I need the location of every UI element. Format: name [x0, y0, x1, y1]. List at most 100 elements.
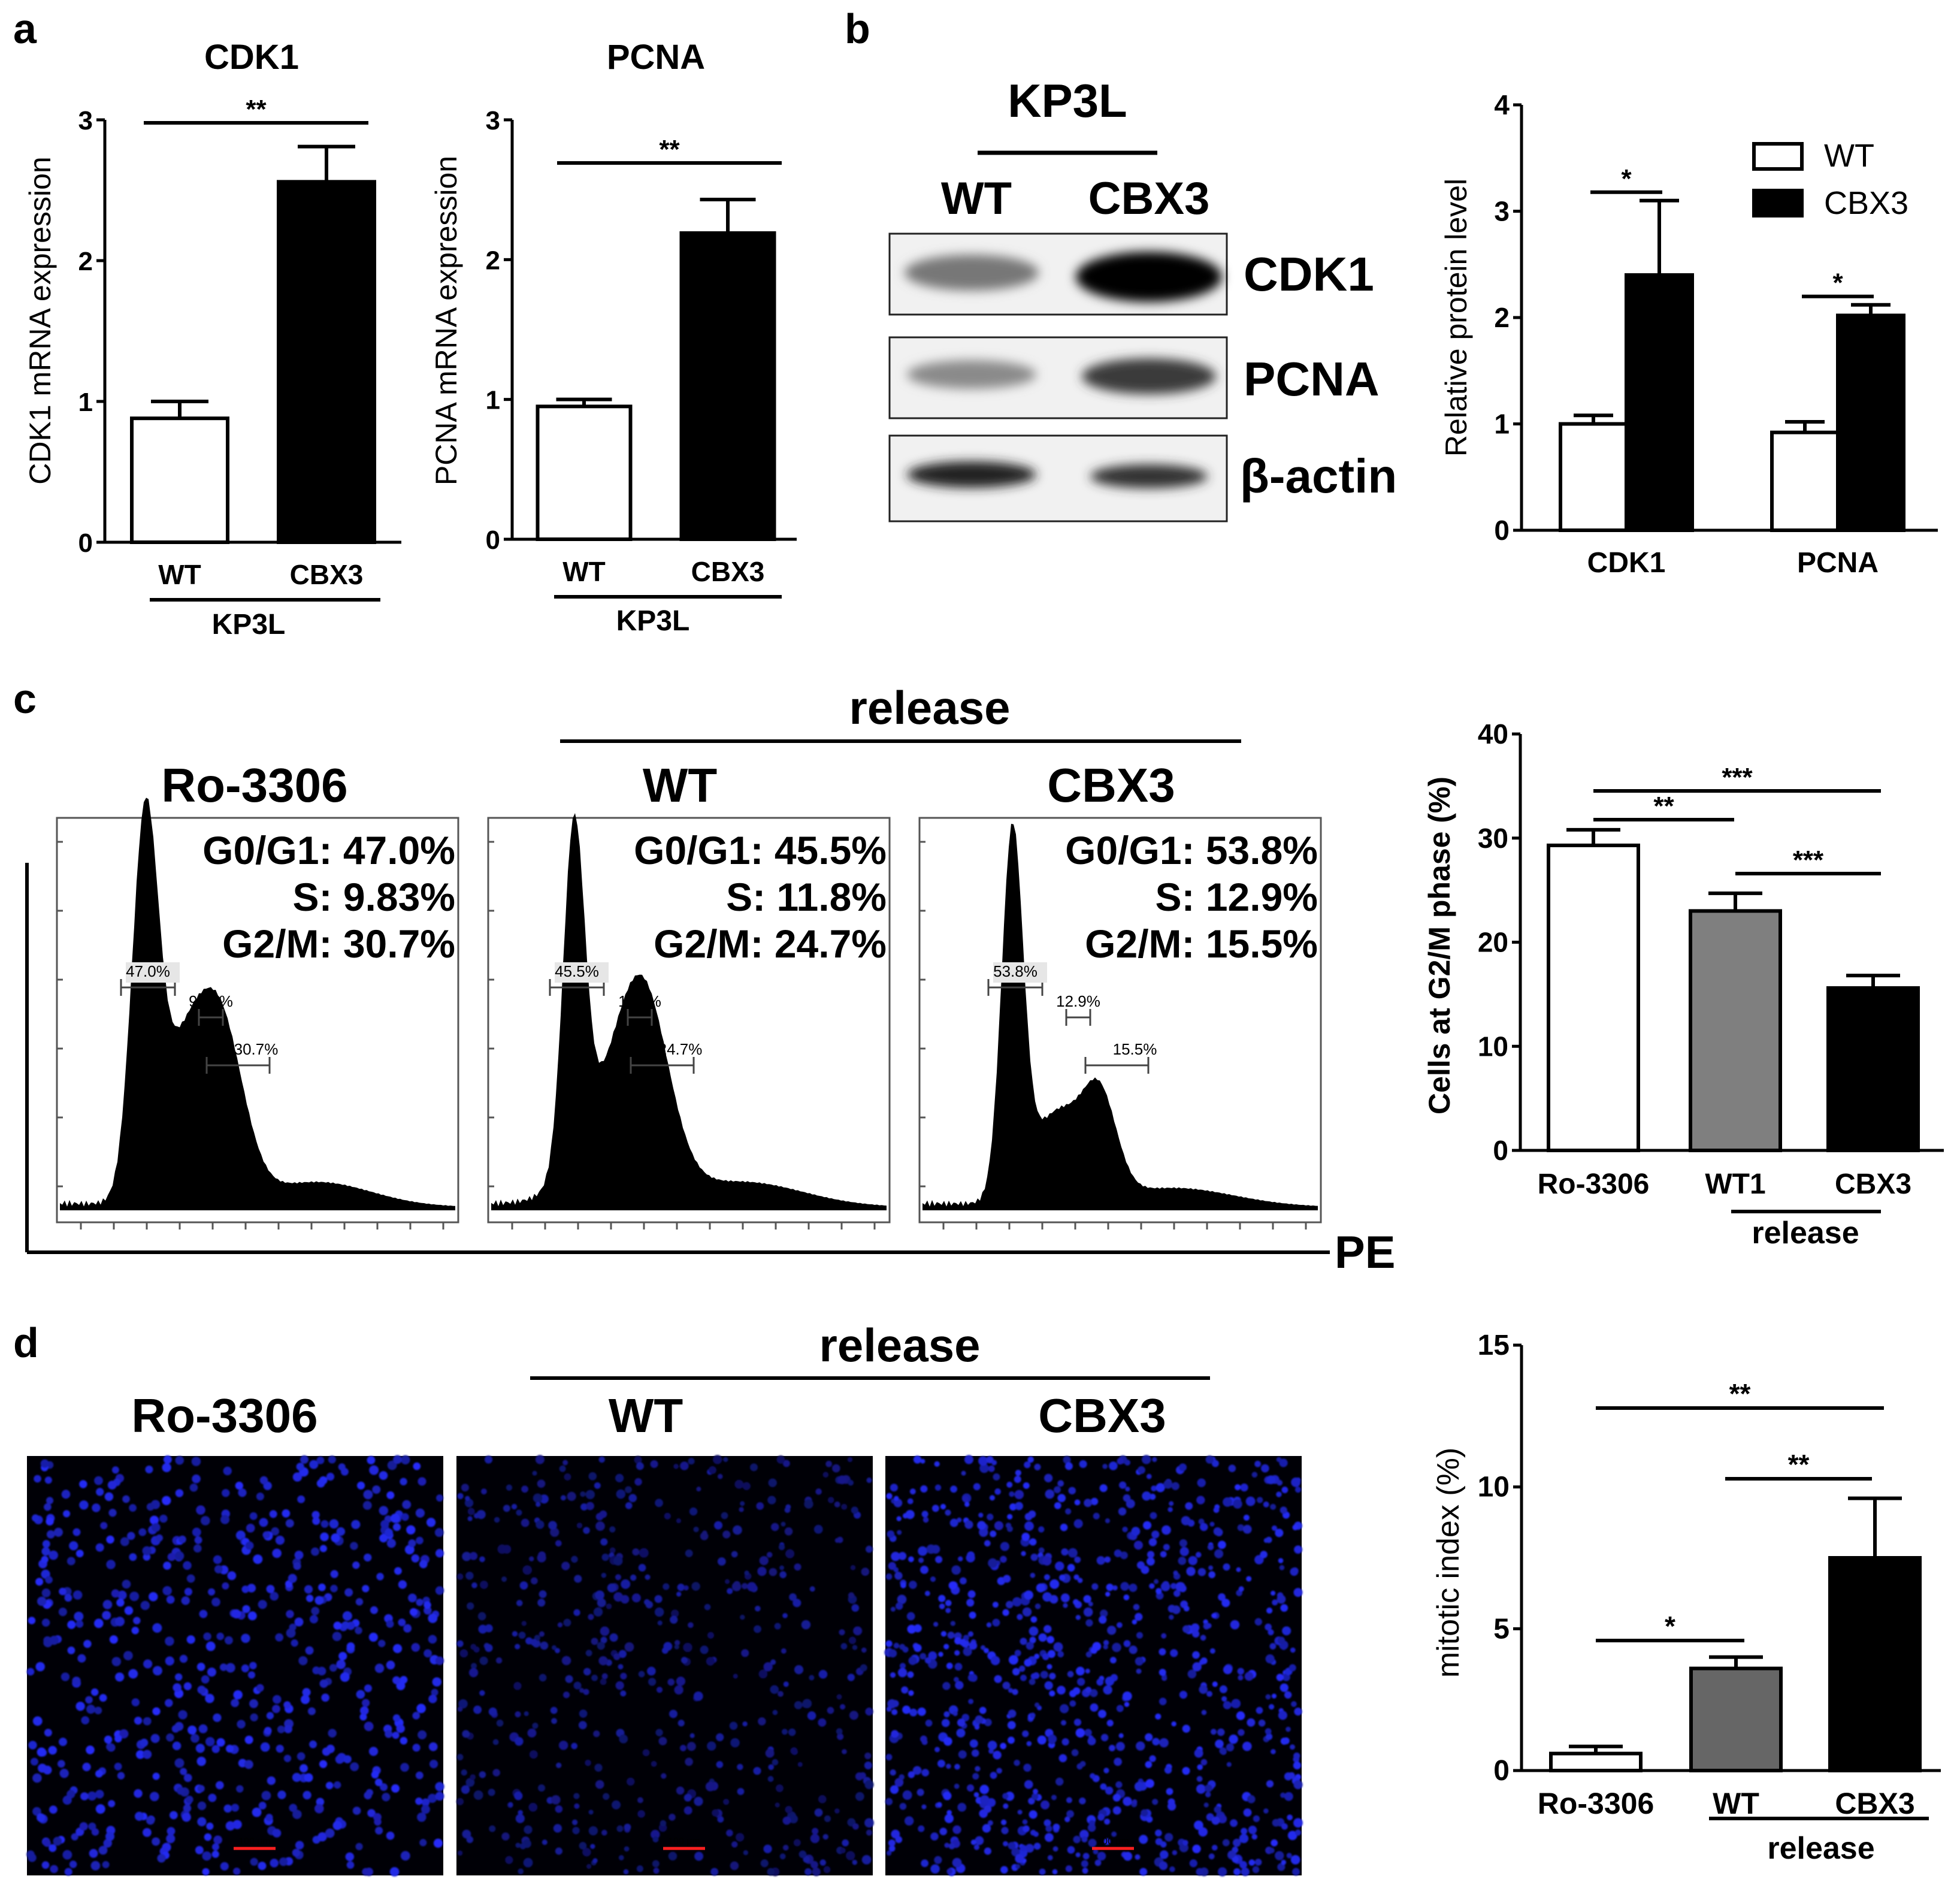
nucleus [1009, 1491, 1015, 1497]
nucleus [165, 1656, 174, 1666]
nucleus [1215, 1739, 1224, 1748]
gate-label-bg [555, 962, 609, 983]
nucleus [1051, 1795, 1057, 1801]
nucleus [511, 1503, 518, 1510]
nucleus [1237, 1524, 1245, 1531]
nucleus [288, 1573, 297, 1583]
nucleus [143, 1659, 153, 1669]
nucleus [157, 1854, 166, 1863]
nucleus [1164, 1766, 1172, 1774]
nucleus [316, 1456, 325, 1464]
nucleus [1082, 1853, 1090, 1860]
band-actin-wt [907, 461, 1036, 488]
nucleus [1254, 1859, 1262, 1866]
nucleus [310, 1547, 319, 1556]
nucleus [1279, 1458, 1288, 1467]
nucleus [930, 1576, 936, 1582]
nucleus [355, 1626, 362, 1635]
nucleus [275, 1535, 285, 1545]
nucleus [1162, 1581, 1169, 1588]
nucleus [1167, 1507, 1173, 1512]
nucleus [972, 1772, 979, 1780]
nucleus [802, 1699, 812, 1709]
nucleus [961, 1470, 966, 1476]
nucleus [1055, 1561, 1064, 1571]
nucleus [1265, 1623, 1272, 1631]
micrograph-ro3306: 100 μm [26, 1455, 444, 1877]
nucleus [392, 1714, 401, 1722]
nucleus [435, 1782, 444, 1792]
nucleus [1281, 1487, 1288, 1494]
nucleus [408, 1593, 417, 1603]
nucleus [548, 1521, 557, 1530]
stat-s: S: 11.8% [726, 875, 887, 919]
nucleus [428, 1613, 438, 1623]
nucleus [1112, 1585, 1118, 1591]
nucleus [1200, 1759, 1208, 1766]
legend-label-cbx3: CBX3 [1824, 185, 1908, 221]
nucleus [1014, 1490, 1024, 1500]
nucleus [673, 1464, 679, 1469]
nucleus [1290, 1855, 1300, 1865]
nucleus [563, 1618, 571, 1627]
nucleus [1166, 1788, 1173, 1795]
histogram-title: WT [643, 759, 718, 812]
nucleus [852, 1859, 858, 1865]
nucleus [1221, 1599, 1230, 1608]
scale-bar-label: 100 μm [668, 1836, 700, 1847]
x-tick-label: WT [158, 559, 201, 590]
stat-g2m: G2/M: 30.7% [222, 922, 455, 966]
nucleus [516, 1509, 522, 1516]
nucleus [256, 1493, 264, 1501]
nucleus [1176, 1582, 1185, 1591]
nucleus [573, 1793, 580, 1799]
nucleus [906, 1612, 915, 1621]
nucleus [1232, 1838, 1241, 1847]
nucleus [196, 1662, 205, 1671]
nucleus [336, 1527, 346, 1536]
nucleus [1183, 1605, 1190, 1612]
nucleus [421, 1798, 430, 1807]
nucleus [939, 1603, 945, 1609]
nucleus [1156, 1588, 1162, 1594]
nucleus [515, 1737, 524, 1746]
nucleus [505, 1856, 513, 1864]
nucleus [470, 1774, 476, 1780]
nucleus [989, 1495, 995, 1501]
nucleus [1147, 1551, 1155, 1558]
nucleus [1038, 1633, 1047, 1642]
nucleus [957, 1517, 962, 1523]
nucleus [1233, 1499, 1242, 1509]
nucleus [1290, 1647, 1296, 1653]
nucleus [1211, 1460, 1219, 1467]
nucleus [1030, 1616, 1038, 1623]
nucleus [1280, 1792, 1286, 1798]
nucleus [1024, 1590, 1033, 1600]
nucleus [864, 1752, 872, 1760]
nucleus [853, 1626, 863, 1636]
nucleus [970, 1839, 976, 1845]
nucleus [1266, 1733, 1273, 1741]
nucleus [1043, 1819, 1051, 1827]
nucleus [1064, 1462, 1073, 1470]
nucleus [819, 1859, 827, 1866]
nucleus [1142, 1455, 1151, 1464]
nucleus [1162, 1525, 1171, 1535]
nucleus [28, 1741, 37, 1750]
nucleus [1018, 1665, 1026, 1672]
nucleus [918, 1546, 928, 1556]
nucleus [962, 1496, 969, 1502]
nucleus [767, 1496, 776, 1505]
nucleus [991, 1460, 997, 1466]
nucleus [336, 1660, 346, 1669]
immunofluorescence-panel: release Ro-3306 WT CBX3 100 μm 100 μm 10… [26, 1319, 1303, 1877]
nucleus [106, 1742, 114, 1751]
nucleus [1119, 1481, 1127, 1489]
nucleus [894, 1496, 899, 1501]
nucleus [175, 1455, 184, 1465]
nucleus [1063, 1603, 1068, 1608]
y-tick-label: 4 [1494, 89, 1510, 120]
release-label: release [849, 681, 1011, 734]
nucleus [1244, 1672, 1254, 1681]
